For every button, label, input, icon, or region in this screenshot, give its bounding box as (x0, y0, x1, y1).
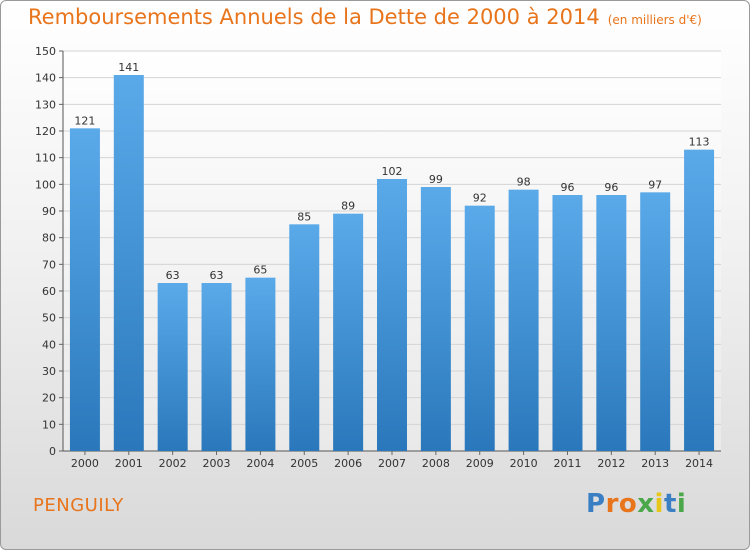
y-tick-label: 150 (35, 45, 56, 58)
x-tick-label: 2014 (685, 457, 713, 470)
x-tick-label: 2005 (290, 457, 318, 470)
bar (420, 187, 451, 451)
y-tick-label: 120 (35, 125, 56, 138)
x-tick-label: 2007 (378, 457, 406, 470)
data-label: 65 (253, 264, 267, 277)
data-label: 85 (297, 210, 311, 223)
y-tick-label: 130 (35, 98, 56, 111)
y-tick-label: 70 (42, 258, 56, 271)
x-tick-label: 2009 (466, 457, 494, 470)
logo-letter: r (605, 489, 619, 519)
data-label: 89 (341, 200, 355, 213)
x-tick-label: 2003 (203, 457, 231, 470)
y-tick-label: 0 (49, 445, 56, 458)
logo-letter: i (654, 489, 664, 519)
logo-letter: t (663, 489, 677, 519)
data-label: 63 (210, 269, 224, 282)
data-label: 99 (429, 173, 443, 186)
bar (157, 283, 188, 451)
bar (552, 195, 583, 451)
logo-letter: i (676, 489, 687, 519)
data-label: 96 (560, 181, 574, 194)
bar (69, 128, 100, 451)
x-tick-label: 2000 (71, 457, 99, 470)
y-tick-label: 20 (42, 392, 56, 405)
chart-title-text: Remboursements Annuels de la Dette de 20… (28, 5, 600, 29)
bar (201, 283, 232, 451)
bar (684, 149, 715, 451)
x-tick-label: 2004 (246, 457, 274, 470)
data-label: 92 (473, 192, 487, 205)
data-label: 97 (648, 178, 662, 191)
x-tick-label: 2002 (159, 457, 187, 470)
chart-unit-note: (en milliers d'€) (607, 13, 702, 27)
proxiti-logo: Proxiti (586, 489, 686, 519)
y-tick-label: 90 (42, 205, 56, 218)
chart-title: Remboursements Annuels de la Dette de 20… (28, 5, 702, 29)
x-tick-label: 2006 (334, 457, 362, 470)
data-label: 102 (382, 165, 403, 178)
x-tick-label: 2012 (597, 457, 625, 470)
bar (596, 195, 627, 451)
x-tick-label: 2001 (115, 457, 143, 470)
bar (640, 192, 671, 452)
logo-letter: x (637, 489, 655, 519)
bar (333, 213, 364, 451)
data-label: 121 (74, 114, 95, 127)
logo-letter: o (618, 489, 638, 519)
y-tick-label: 100 (35, 178, 56, 191)
x-tick-label: 2011 (553, 457, 581, 470)
bar (245, 277, 276, 451)
y-tick-label: 30 (42, 365, 56, 378)
logo-letter: P (586, 489, 606, 519)
data-label: 63 (166, 269, 180, 282)
y-tick-label: 80 (42, 232, 56, 245)
location-name: PENGUILY (33, 495, 124, 516)
bar (464, 205, 495, 451)
x-tick-label: 2008 (422, 457, 450, 470)
y-tick-label: 110 (35, 152, 56, 165)
x-tick-label: 2013 (641, 457, 669, 470)
y-tick-label: 50 (42, 312, 56, 325)
y-tick-label: 10 (42, 418, 56, 431)
data-label: 141 (118, 61, 139, 74)
x-tick-label: 2010 (510, 457, 538, 470)
y-tick-label: 40 (42, 338, 56, 351)
data-label: 98 (517, 176, 531, 189)
y-tick-label: 60 (42, 285, 56, 298)
data-label: 113 (689, 136, 710, 149)
bar (377, 179, 407, 451)
data-label: 96 (604, 181, 618, 194)
bar (508, 189, 539, 451)
y-tick-label: 140 (35, 72, 56, 85)
bar (289, 224, 320, 451)
bar (113, 75, 144, 451)
